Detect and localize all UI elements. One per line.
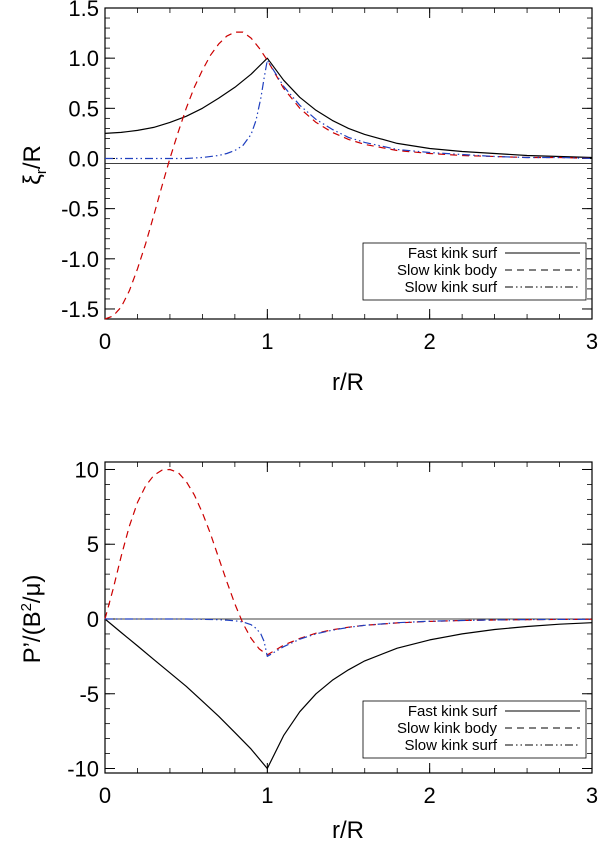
series-fast-kink-surf [104, 618, 593, 770]
series-lines [104, 31, 593, 320]
y-tick-label: -0.5 [61, 197, 99, 222]
y-tick-label: 10 [75, 457, 99, 482]
y-tick-label: -5 [79, 682, 99, 707]
y-axis-title-tail: /μ) [19, 575, 46, 604]
series-fast-kink-surf [104, 57, 593, 159]
legend-label-slow-kink-body: Slow kink body [397, 262, 498, 279]
series-slow-kink-body [104, 31, 593, 320]
x-tick-label: 2 [424, 329, 436, 354]
top-panel: 0 1 2 3-1.5-1.0-0.50.00.51.01.5 r/R ξr/R Fa… [19, 0, 598, 396]
y-tick-label: 1.0 [68, 46, 99, 71]
y-axis-title-sup: 2 [18, 603, 35, 611]
y-axis-title: ξr/R [19, 145, 50, 185]
tick-labels: 0 1 2 3 -10 -5 0 5 10 [67, 457, 598, 808]
y-tick-label: -1.0 [61, 247, 99, 272]
legend-label-slow-kink-surf: Slow kink surf [404, 737, 497, 754]
series-slow-kink-body [104, 468, 593, 656]
x-axis-title: r/R [332, 817, 364, 844]
legend: Fast kink surf Slow kink body Slow kink … [362, 700, 587, 759]
y-tick-label: 5 [87, 532, 99, 557]
legend: Fast kink surf Slow kink body Slow kink … [362, 242, 587, 301]
series-slow-kink-surf [105, 59, 593, 160]
legend-box [362, 700, 587, 759]
y-axis-title: P’/(B2/μ) [18, 575, 46, 664]
y-tick-label: 0 [87, 607, 99, 632]
y-axis-title-main: P’/(B [19, 611, 46, 663]
legend-label-slow-kink-body: Slow kink body [397, 720, 498, 737]
y-tick-label: -1.5 [61, 297, 99, 322]
x-tick-label: 2 [424, 783, 436, 808]
legend-label-fast-kink-surf: Fast kink surf [408, 703, 498, 720]
x-tick-label: 1 [261, 783, 273, 808]
tick-marks [104, 7, 593, 320]
x-tick-label: 1 [261, 329, 273, 354]
x-tick-label: 0 [99, 329, 111, 354]
y-tick-label: -10 [67, 757, 99, 782]
y-tick-label: 0.5 [68, 96, 99, 121]
x-tick-label: 3 [586, 329, 598, 354]
y-tick-label: 1.5 [68, 0, 99, 21]
legend-label-fast-kink-surf: Fast kink surf [408, 245, 498, 262]
y-tick-label: 0.0 [68, 146, 99, 171]
x-tick-label: 0 [99, 783, 111, 808]
y-axis-title-sub: r [33, 169, 50, 174]
legend-label-slow-kink-surf: Slow kink surf [404, 279, 497, 296]
series-slow-kink-surf [105, 618, 593, 658]
series-lines [104, 468, 593, 770]
x-tick-label: 3 [586, 783, 598, 808]
y-axis-title-main: ξ [19, 174, 46, 185]
tick-labels: 0 1 2 3 -1.5 -1.0 -0.5 0.0 0.5 1.0 1.5 [61, 0, 598, 354]
x-axis-title: r/R [332, 369, 364, 396]
y-axis-title-tail: /R [19, 145, 46, 169]
